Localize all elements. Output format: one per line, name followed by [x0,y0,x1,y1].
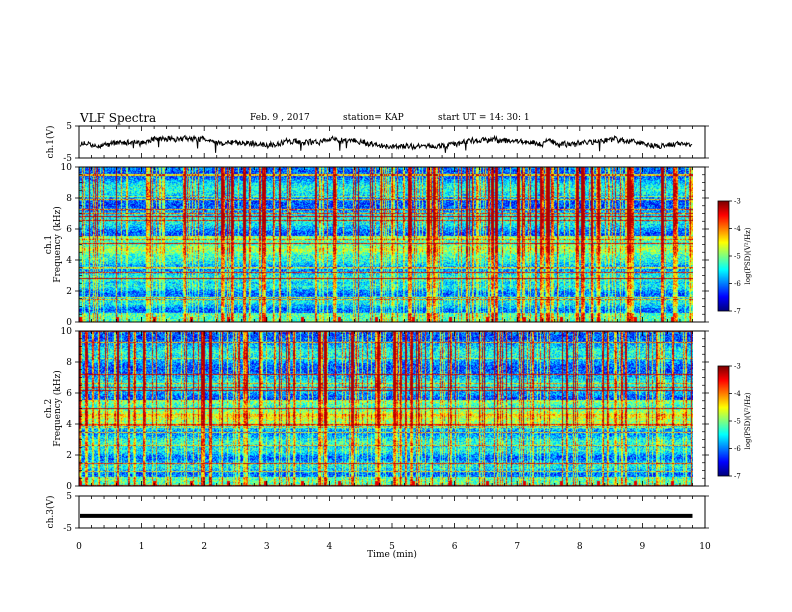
colorbar-tick-label: -4 [734,225,741,233]
y-tick-label: 0 [66,318,72,328]
y-tick-label: 5 [66,122,72,132]
y-tick-label: 4 [66,256,72,266]
colorbar-tick-label: -3 [734,363,741,371]
y-tick-label: 10 [61,163,73,173]
y-axis-channel-label: ch.1 [44,235,54,254]
y-tick-label: 4 [66,420,72,430]
station-label: station= KAP [343,113,404,123]
y-tick-label: 0 [66,482,72,492]
y-tick-label: 2 [66,287,72,297]
x-tick-label: 7 [514,542,520,552]
ch1-colorbar [717,200,730,312]
y-tick-label: 6 [66,225,72,235]
ch1-waveform-line [79,134,693,153]
colorbar-tick-label: -7 [734,308,741,316]
colorbar-tick-label: -6 [734,445,741,453]
colorbar-label: log(PSD)(V²/Hz) [744,227,752,284]
start-time-label: start UT = 14: 30: 1 [438,113,530,123]
y-tick-label: 5 [66,492,72,502]
x-tick-label: 1 [139,542,145,552]
y-tick-label: 8 [66,194,72,204]
ch2-spectrogram [79,331,693,486]
y-axis-label: Frequency (kHz) [52,370,63,447]
date-label: Feb. 9 , 2017 [250,113,310,123]
x-axis-label: Time (min) [367,549,417,560]
x-tick-label: 5 [389,542,395,552]
y-tick-label: 6 [66,389,72,399]
x-tick-label: 8 [577,542,583,552]
y-tick-label: -5 [63,524,72,534]
colorbar-tick-label: -6 [734,280,741,288]
colorbar-tick-label: -3 [734,198,741,206]
ch1-spectrogram [79,167,693,322]
y-axis-label: ch.1(V) [45,126,56,159]
figure-title: VLF Spectra [80,111,157,125]
colorbar-tick-label: -5 [734,253,741,261]
x-tick-label: 10 [699,542,711,552]
x-tick-label: 9 [640,542,646,552]
y-tick-label: -5 [63,154,72,164]
colorbar-tick-label: -4 [734,390,741,398]
y-tick-label: 2 [66,451,72,461]
y-tick-label: 8 [66,358,72,368]
y-axis-label: Frequency (kHz) [52,206,63,283]
colorbar-tick-label: -7 [734,473,741,481]
x-tick-label: 2 [201,542,207,552]
colorbar-tick-label: -5 [734,418,741,426]
ch2-colorbar [717,365,730,477]
colorbar-label: log(PSD)(V²/Hz) [744,392,752,449]
y-tick-label: 10 [61,327,73,337]
x-tick-label: 0 [76,542,82,552]
y-axis-channel-label: ch.2 [44,399,54,418]
x-tick-label: 4 [327,542,333,552]
x-tick-label: 6 [452,542,458,552]
x-tick-label: 3 [264,542,270,552]
y-axis-label: ch.3(V) [45,496,56,529]
